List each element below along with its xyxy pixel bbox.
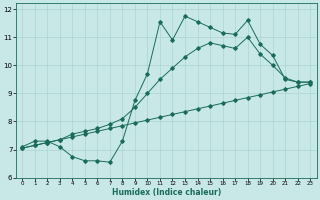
X-axis label: Humidex (Indice chaleur): Humidex (Indice chaleur) [112,188,221,197]
